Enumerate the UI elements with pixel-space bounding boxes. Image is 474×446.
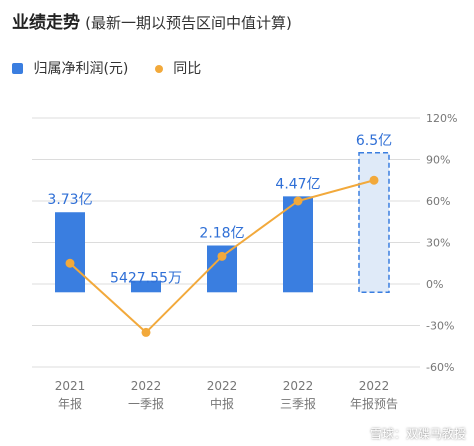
x-tick-label-year: 2022: [207, 379, 238, 393]
chart-title: 业绩走势: [12, 13, 80, 33]
y-right-tick-label: 90%: [426, 154, 450, 167]
bar-value-label: 5427.55万: [110, 270, 182, 286]
bar-value-label: 6.5亿: [356, 133, 392, 149]
legend-item-yoy[interactable]: 同比: [154, 58, 202, 78]
x-tick-label-year: 2021: [55, 379, 86, 393]
y-right-tick-label: 0%: [426, 278, 443, 291]
yoy-point: [65, 258, 75, 268]
x-tick-label-period: 年报预告: [350, 396, 398, 411]
yoy-point: [369, 175, 379, 185]
y-right-tick-label: 60%: [426, 195, 450, 208]
legend-dot-swatch: [154, 65, 163, 73]
y-right-tick-label: -30%: [426, 320, 454, 333]
x-tick-label-year: 2022: [359, 379, 390, 393]
legend: 归属净利润(元) 同比: [12, 58, 223, 78]
title-row: 业绩走势 (最新一期以预告区间中值计算): [12, 8, 292, 36]
bar-value-label: 4.47亿: [275, 176, 320, 192]
yoy-point: [141, 327, 151, 337]
forecast-bar: [358, 152, 390, 294]
y-right-tick-label: -60%: [426, 361, 454, 374]
x-tick-label-year: 2022: [131, 379, 162, 393]
x-tick-label-year: 2022: [283, 379, 314, 393]
y-right-tick-label: 120%: [426, 112, 457, 125]
x-tick-label-period: 年报: [58, 396, 82, 411]
legend-label-net-profit: 归属净利润(元): [33, 61, 129, 77]
watermark: 雪球：双碟马教授: [369, 427, 466, 441]
legend-item-net-profit[interactable]: 归属净利润(元): [12, 58, 128, 78]
chart-subtitle: (最新一期以预告区间中值计算): [85, 14, 292, 32]
legend-bar-swatch: [12, 63, 23, 74]
yoy-point: [217, 251, 227, 261]
x-tick-label-period: 中报: [210, 396, 234, 411]
bar-value-label: 3.73亿: [47, 192, 92, 208]
bar-value-label: 2.18亿: [199, 226, 244, 242]
bar: [55, 212, 85, 293]
x-tick-label-period: 三季报: [280, 396, 316, 411]
y-right-tick-label: 30%: [426, 237, 450, 250]
yoy-point: [293, 196, 303, 206]
legend-label-yoy: 同比: [173, 61, 202, 77]
x-tick-label-period: 一季报: [128, 396, 164, 411]
bar: [131, 280, 161, 293]
bar: [283, 196, 313, 293]
